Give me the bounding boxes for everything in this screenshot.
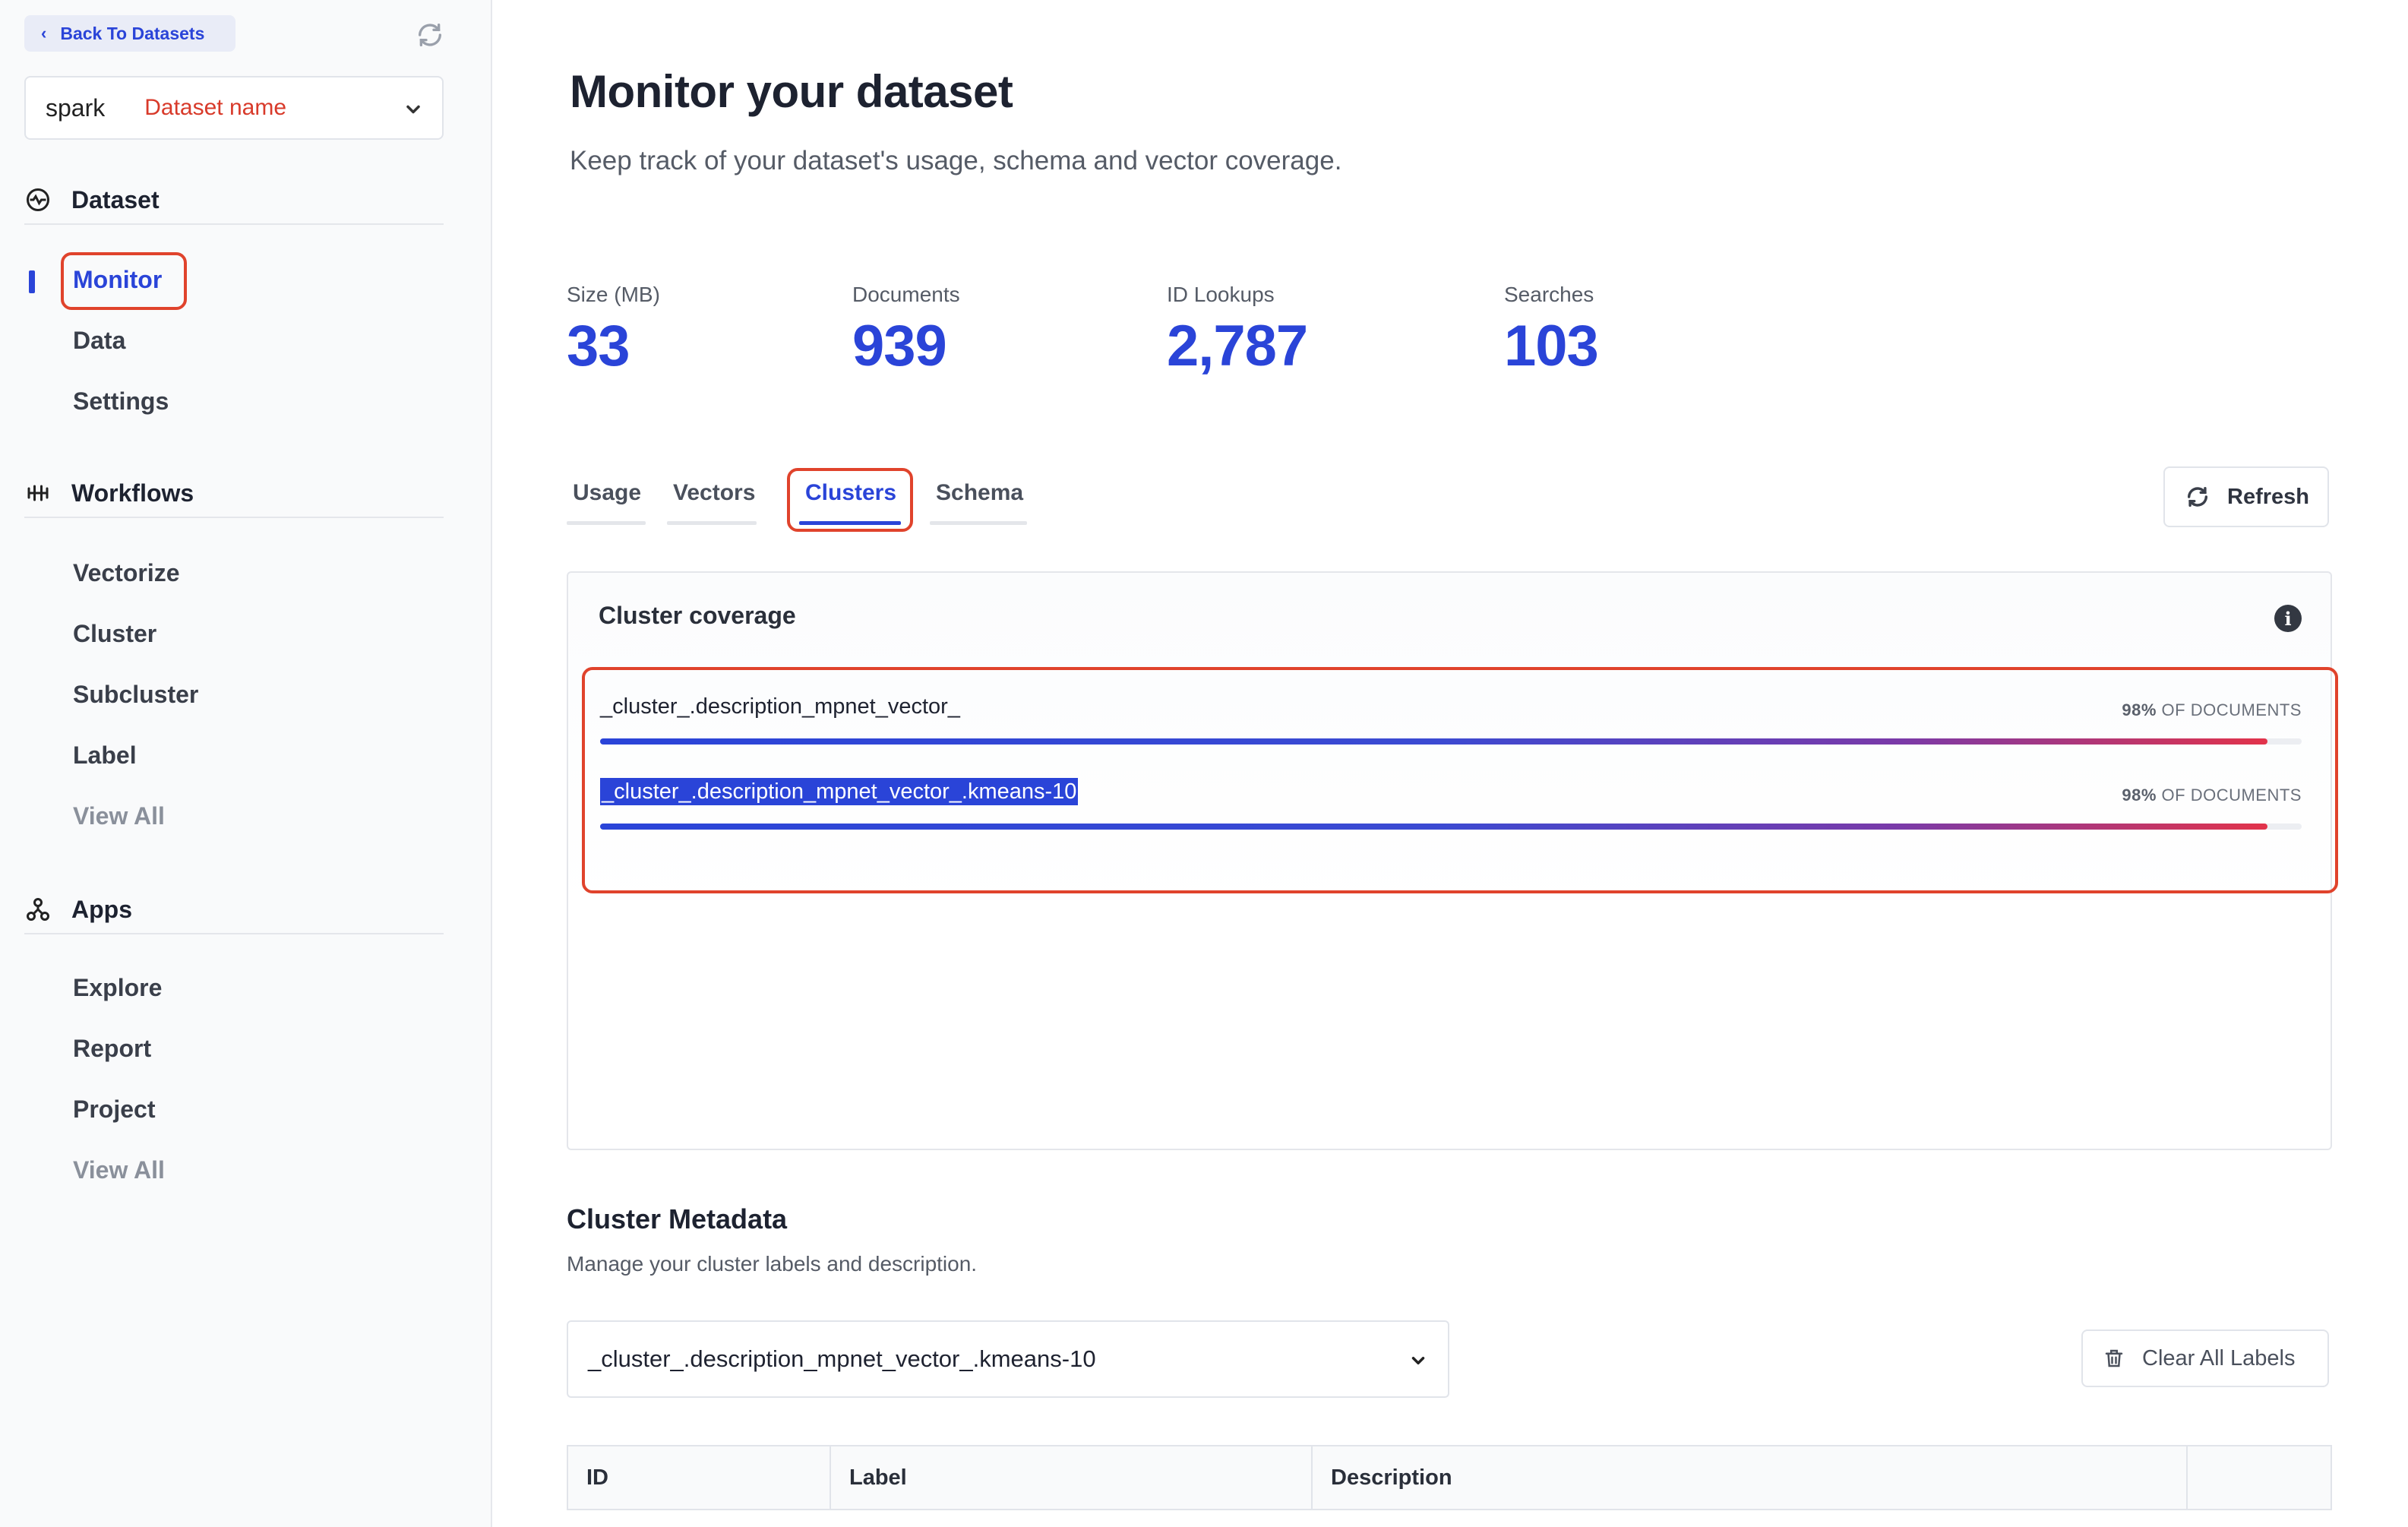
cluster-coverage-title: Cluster coverage [599,602,796,629]
chevron-left-icon: ‹ [41,24,47,43]
tab-usage-underline [567,521,646,525]
coverage-row-percent-value: 98% [2122,700,2157,719]
apps-icon [27,898,49,921]
main-content: Monitor your dataset Keep track of your … [494,0,2408,1527]
coverage-row-percent-value: 98% [2122,786,2157,805]
coverage-row-percent-suffix: OF DOCUMENTS [2161,700,2302,719]
stat-documents-value: 939 [852,314,947,378]
coverage-track [600,824,2302,830]
trash-icon [2105,1349,2123,1367]
tab-schema-underline [930,521,1027,525]
tab-clusters[interactable]: Clusters [805,480,897,505]
coverage-bar [600,824,2268,830]
workflows-icon [27,485,49,501]
sidebar-item-data[interactable]: Data [73,327,126,354]
coverage-track [600,738,2302,745]
cluster-field-value: _cluster_.description_mpnet_vector_.kmea… [588,1345,1096,1372]
coverage-row-percent: 98% OF DOCUMENTS [2122,786,2302,805]
column-header-description: Description [1313,1446,2188,1509]
highlight-clusters-tab [787,468,913,532]
tab-schema[interactable]: Schema [936,480,1024,505]
sidebar-item-settings[interactable]: Settings [73,387,169,415]
stat-id-lookups-label: ID Lookups [1167,283,1275,306]
stat-size: Size (MB) 33 [567,283,660,379]
sidebar-item-cluster[interactable]: Cluster [73,620,157,647]
section-workflows-label: Workflows [71,479,194,507]
column-header-id: ID [568,1446,831,1509]
sidebar-item-subcluster[interactable]: Subcluster [73,681,199,708]
tab-usage[interactable]: Usage [573,480,642,505]
refresh-button[interactable]: Refresh [2163,466,2329,527]
cluster-field-select[interactable]: _cluster_.description_mpnet_vector_.kmea… [567,1320,1449,1398]
clear-all-labels-button[interactable]: Clear All Labels [2081,1329,2329,1387]
sidebar-item-report[interactable]: Report [73,1035,152,1062]
cluster-metadata-title: Cluster Metadata [567,1203,788,1235]
dataset-select[interactable]: spark Dataset name [24,76,444,140]
sidebar: ‹ Back To Datasets spark Dataset name Da… [0,0,492,1527]
refresh-label: Refresh [2227,484,2309,509]
monitor-heartbeat-icon [27,188,49,211]
dataset-prefix: spark [46,93,106,122]
stat-searches: Searches 103 [1504,283,1599,379]
section-workflows: Workflows [24,479,444,518]
sidebar-item-project[interactable]: Project [73,1095,156,1123]
page-subtitle: Keep track of your dataset's usage, sche… [570,146,1342,175]
back-label: Back To Datasets [60,23,205,43]
section-apps-label: Apps [71,895,132,923]
stat-id-lookups-value: 2,787 [1167,314,1308,378]
info-icon[interactable]: i [2274,605,2302,632]
stat-documents-label: Documents [852,283,960,306]
coverage-row: _cluster_.description_mpnet_vector_ 98% … [600,694,2302,745]
sidebar-item-apps-view-all[interactable]: View All [73,1156,165,1184]
clear-all-labels-label: Clear All Labels [2142,1345,2296,1371]
coverage-row-percent: 98% OF DOCUMENTS [2122,700,2302,720]
sync-icon[interactable] [415,20,445,50]
highlight-monitor [61,252,187,310]
sidebar-item-explore[interactable]: Explore [73,974,163,1001]
cluster-metadata-subtitle: Manage your cluster labels and descripti… [567,1252,978,1276]
coverage-row: _cluster_.description_mpnet_vector_.kmea… [600,778,2302,830]
stat-searches-value: 103 [1504,314,1599,378]
sidebar-item-workflows-view-all[interactable]: View All [73,802,165,830]
coverage-row-percent-suffix: OF DOCUMENTS [2161,786,2302,805]
section-dataset-label: Dataset [71,185,160,213]
tab-vectors[interactable]: Vectors [673,480,756,505]
stat-size-value: 33 [567,314,630,378]
refresh-icon [2187,486,2208,507]
coverage-bar [600,738,2268,745]
chevron-down-icon [406,105,420,114]
page-title: Monitor your dataset [570,66,1013,117]
tab-clusters-underline [799,521,901,525]
cluster-coverage-card: Cluster coverage i _cluster_.description… [567,571,2338,1150]
active-indicator [29,270,35,293]
column-header-actions [2188,1446,2331,1509]
sidebar-item-vectorize[interactable]: Vectorize [73,559,180,586]
sidebar-item-label[interactable]: Label [73,741,137,769]
coverage-row-name[interactable]: _cluster_.description_mpnet_vector_ [600,694,960,719]
section-apps: Apps [24,895,444,934]
stat-id-lookups: ID Lookups 2,787 [1167,283,1308,379]
stat-size-label: Size (MB) [567,283,660,306]
sidebar-item-monitor[interactable]: Monitor [73,266,163,293]
stat-documents: Documents 939 [852,283,960,379]
section-dataset: Dataset [24,186,444,225]
chevron-down-icon [1411,1357,1425,1364]
coverage-row-name[interactable]: _cluster_.description_mpnet_vector_.kmea… [600,778,1079,805]
column-header-label: Label [831,1446,1313,1509]
stat-searches-label: Searches [1504,283,1594,306]
tab-vectors-underline [667,521,757,525]
back-to-datasets-button[interactable]: ‹ Back To Datasets [24,15,235,52]
dataset-name: Dataset name [144,95,287,120]
highlight-coverage-rows [582,667,2338,893]
cluster-table-header: ID Label Description [567,1445,2332,1510]
